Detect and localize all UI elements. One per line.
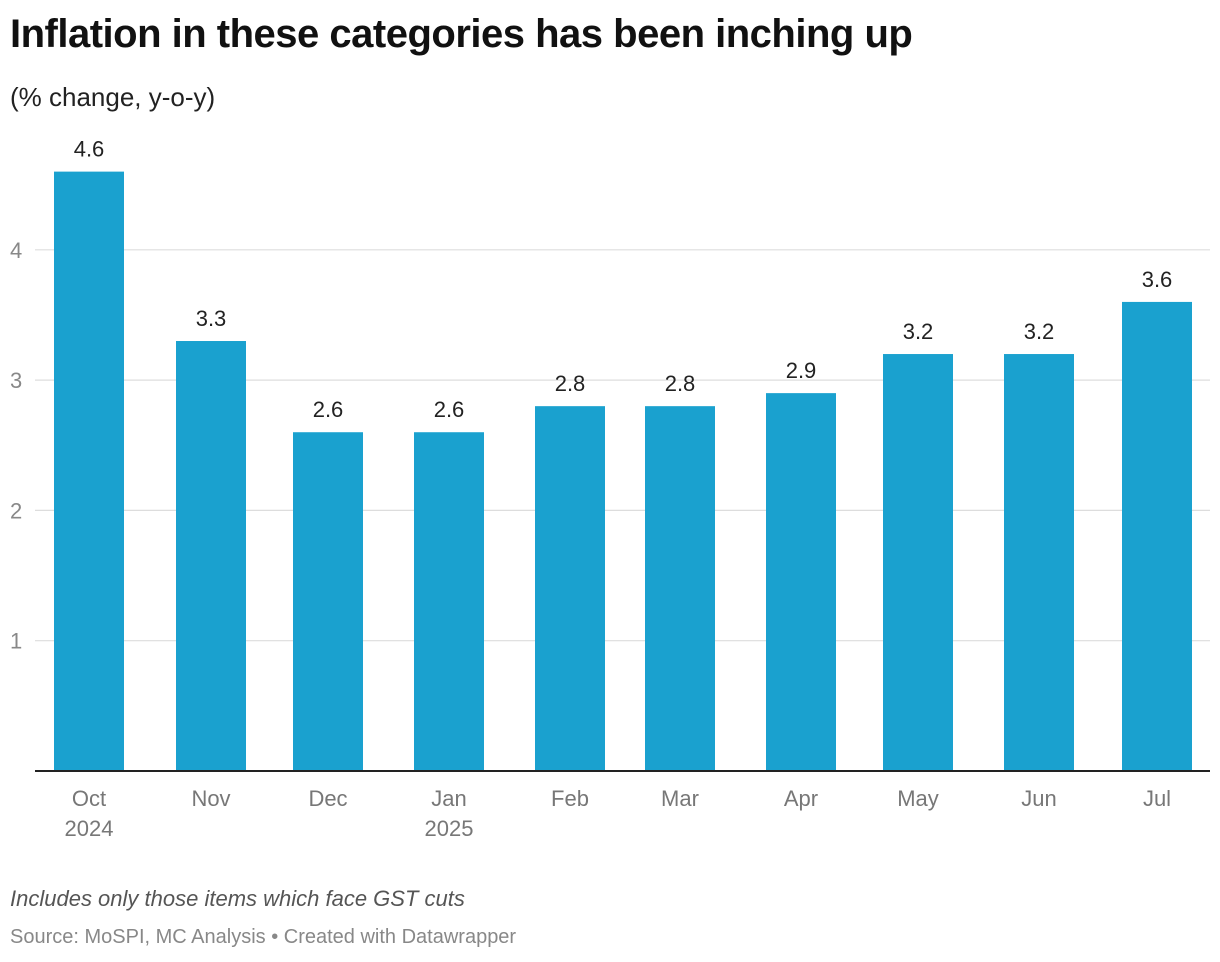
bar	[176, 341, 246, 771]
y-tick-label: 1	[10, 629, 22, 654]
value-label: 2.8	[555, 371, 586, 396]
value-label: 2.6	[434, 397, 465, 422]
bar	[54, 171, 124, 771]
chart-source: Source: MoSPI, MC Analysis • Created wit…	[10, 926, 517, 948]
chart-subtitle: (% change, y-o-y)	[10, 82, 216, 112]
category-label: Jul	[1143, 786, 1171, 811]
value-label: 2.6	[313, 397, 344, 422]
bar	[293, 432, 363, 771]
bar	[535, 406, 605, 771]
bar	[766, 393, 836, 771]
category-label: Dec	[308, 786, 347, 811]
value-label: 3.2	[903, 319, 934, 344]
y-axis-ticks: 1 2 3 4	[10, 238, 22, 654]
bars	[54, 171, 1192, 771]
value-label: 2.9	[786, 358, 817, 383]
bar	[883, 354, 953, 771]
category-label: Oct 2024	[65, 786, 114, 841]
category-label: Jun	[1021, 786, 1056, 811]
bar	[645, 406, 715, 771]
y-tick-label: 3	[10, 368, 22, 393]
y-tick-label: 2	[10, 498, 22, 523]
bar	[1122, 301, 1192, 771]
category-label: Feb	[551, 786, 589, 811]
category-label: May	[897, 786, 939, 811]
category-label: Jan 2025	[425, 786, 474, 841]
y-tick-label: 4	[10, 238, 22, 263]
value-label: 3.3	[196, 306, 227, 331]
value-label: 2.8	[665, 371, 696, 396]
x-axis-labels: Oct 2024 Nov Dec Jan 2025 Feb Mar Apr May Jun Jul	[65, 786, 1172, 841]
chart-title: Inflation in these categories has been i…	[10, 12, 913, 56]
value-label: 3.6	[1142, 267, 1173, 292]
value-label: 3.2	[1024, 319, 1055, 344]
category-label: Nov	[191, 786, 230, 811]
value-label: 4.6	[74, 137, 105, 162]
category-label: Mar	[661, 786, 699, 811]
value-labels: 4.6 3.3 2.6 2.6 2.8 2.8 2.9 3.2 3.2 3.6	[74, 137, 1173, 423]
bar	[414, 432, 484, 771]
bar	[1004, 354, 1074, 771]
category-label: Apr	[784, 786, 818, 811]
chart-note: Includes only those items which face GST…	[10, 886, 465, 911]
